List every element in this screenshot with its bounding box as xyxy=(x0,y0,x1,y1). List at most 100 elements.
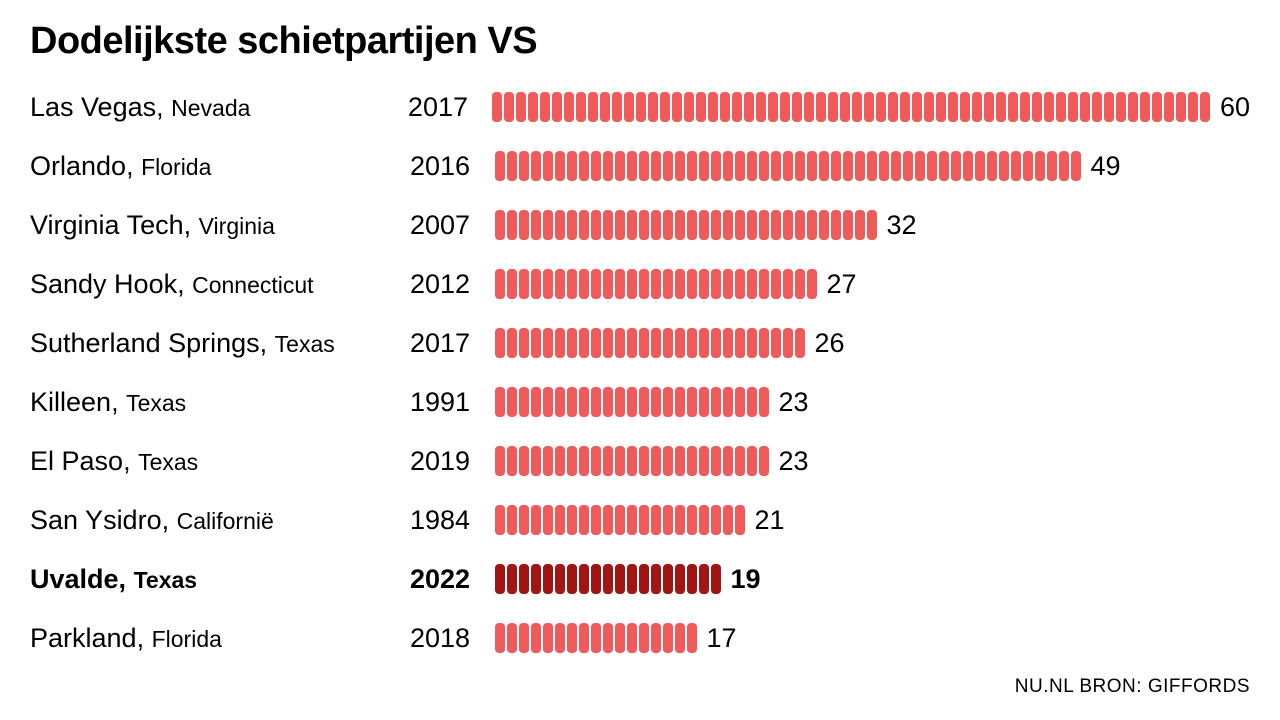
row-year: 1984 xyxy=(410,505,495,536)
unit-icon xyxy=(876,92,886,122)
unit-icon xyxy=(723,269,733,299)
unit-icon xyxy=(723,328,733,358)
row-city: Orlando xyxy=(30,151,126,181)
unit-icon xyxy=(567,623,577,653)
unit-icon xyxy=(519,446,529,476)
unit-icon xyxy=(759,269,769,299)
unit-icon xyxy=(711,328,721,358)
unit-icon xyxy=(507,210,517,240)
row-location: Las Vegas, Nevada xyxy=(30,92,408,123)
unit-icon xyxy=(531,151,541,181)
unit-icon xyxy=(675,564,685,594)
unit-icon xyxy=(543,210,553,240)
row-value: 26 xyxy=(815,328,845,359)
unit-icon xyxy=(1176,92,1186,122)
unit-icon xyxy=(495,328,505,358)
row-value: 27 xyxy=(827,269,857,300)
row-separator: , xyxy=(119,564,134,594)
unit-icon xyxy=(1128,92,1138,122)
data-row: Virginia Tech, Virginia200732 xyxy=(30,205,1250,245)
unit-icon xyxy=(627,505,637,535)
unit-icon xyxy=(615,446,625,476)
unit-icon xyxy=(639,269,649,299)
unit-icon xyxy=(492,92,502,122)
unit-icon xyxy=(771,269,781,299)
unit-icon xyxy=(1188,92,1198,122)
unit-icon xyxy=(975,151,985,181)
unit-icon xyxy=(699,269,709,299)
row-state: Connecticut xyxy=(192,272,313,298)
unit-icon xyxy=(843,151,853,181)
unit-icon xyxy=(699,387,709,417)
row-city: Parkland xyxy=(30,623,137,653)
unit-icon xyxy=(759,151,769,181)
row-city: Uvalde xyxy=(30,564,119,594)
unit-icon xyxy=(663,269,673,299)
unit-icon xyxy=(615,387,625,417)
unit-icon xyxy=(723,151,733,181)
unit-icon xyxy=(516,92,526,122)
chart-rows: Las Vegas, Nevada201760Orlando, Florida2… xyxy=(30,87,1250,658)
unit-icon xyxy=(627,387,637,417)
unit-icon xyxy=(603,564,613,594)
unit-icon xyxy=(495,623,505,653)
unit-icon xyxy=(627,269,637,299)
unit-icon xyxy=(591,328,601,358)
row-value: 19 xyxy=(731,564,761,595)
row-separator: , xyxy=(184,210,199,240)
unit-icon xyxy=(531,564,541,594)
row-state: Florida xyxy=(152,626,222,652)
unit-icon xyxy=(519,505,529,535)
unit-icon xyxy=(615,623,625,653)
unit-icon xyxy=(555,328,565,358)
unit-icon xyxy=(507,328,517,358)
row-value: 23 xyxy=(779,387,809,418)
unit-icon xyxy=(663,210,673,240)
unit-icon xyxy=(651,505,661,535)
unit-icon xyxy=(948,92,958,122)
row-value: 23 xyxy=(779,446,809,477)
unit-icon xyxy=(651,623,661,653)
unit-icon xyxy=(603,387,613,417)
unit-icon xyxy=(1140,92,1150,122)
unit-icon xyxy=(732,92,742,122)
unit-icon xyxy=(507,387,517,417)
row-separator: , xyxy=(260,328,275,358)
unit-icon xyxy=(495,564,505,594)
unit-icon xyxy=(519,151,529,181)
unit-icon xyxy=(495,505,505,535)
unit-icon xyxy=(771,328,781,358)
unit-icon xyxy=(531,210,541,240)
row-location: Orlando, Florida xyxy=(30,151,410,182)
unit-icon xyxy=(663,328,673,358)
row-value: 32 xyxy=(887,210,917,241)
unit-icon xyxy=(735,328,745,358)
row-location: Virginia Tech, Virginia xyxy=(30,210,410,241)
unit-icon xyxy=(531,328,541,358)
unit-icon xyxy=(696,92,706,122)
unit-icon xyxy=(555,210,565,240)
unit-icon xyxy=(615,151,625,181)
unit-icon xyxy=(711,446,721,476)
unit-icon xyxy=(663,446,673,476)
unit-icon xyxy=(807,210,817,240)
unit-icon xyxy=(591,269,601,299)
unit-icon xyxy=(495,210,505,240)
unit-icon xyxy=(612,92,622,122)
row-location: Sutherland Springs, Texas xyxy=(30,328,410,359)
unit-icon xyxy=(699,328,709,358)
data-row: Parkland, Florida201817 xyxy=(30,618,1250,658)
unit-icon xyxy=(519,564,529,594)
unit-icon xyxy=(684,92,694,122)
unit-icon xyxy=(723,505,733,535)
row-units xyxy=(495,269,817,299)
row-separator: , xyxy=(137,623,152,653)
unit-icon xyxy=(663,151,673,181)
unit-icon xyxy=(711,269,721,299)
unit-icon xyxy=(531,623,541,653)
unit-icon xyxy=(747,446,757,476)
unit-icon xyxy=(867,151,877,181)
row-city: El Paso xyxy=(30,446,123,476)
unit-icon xyxy=(939,151,949,181)
unit-icon xyxy=(528,92,538,122)
